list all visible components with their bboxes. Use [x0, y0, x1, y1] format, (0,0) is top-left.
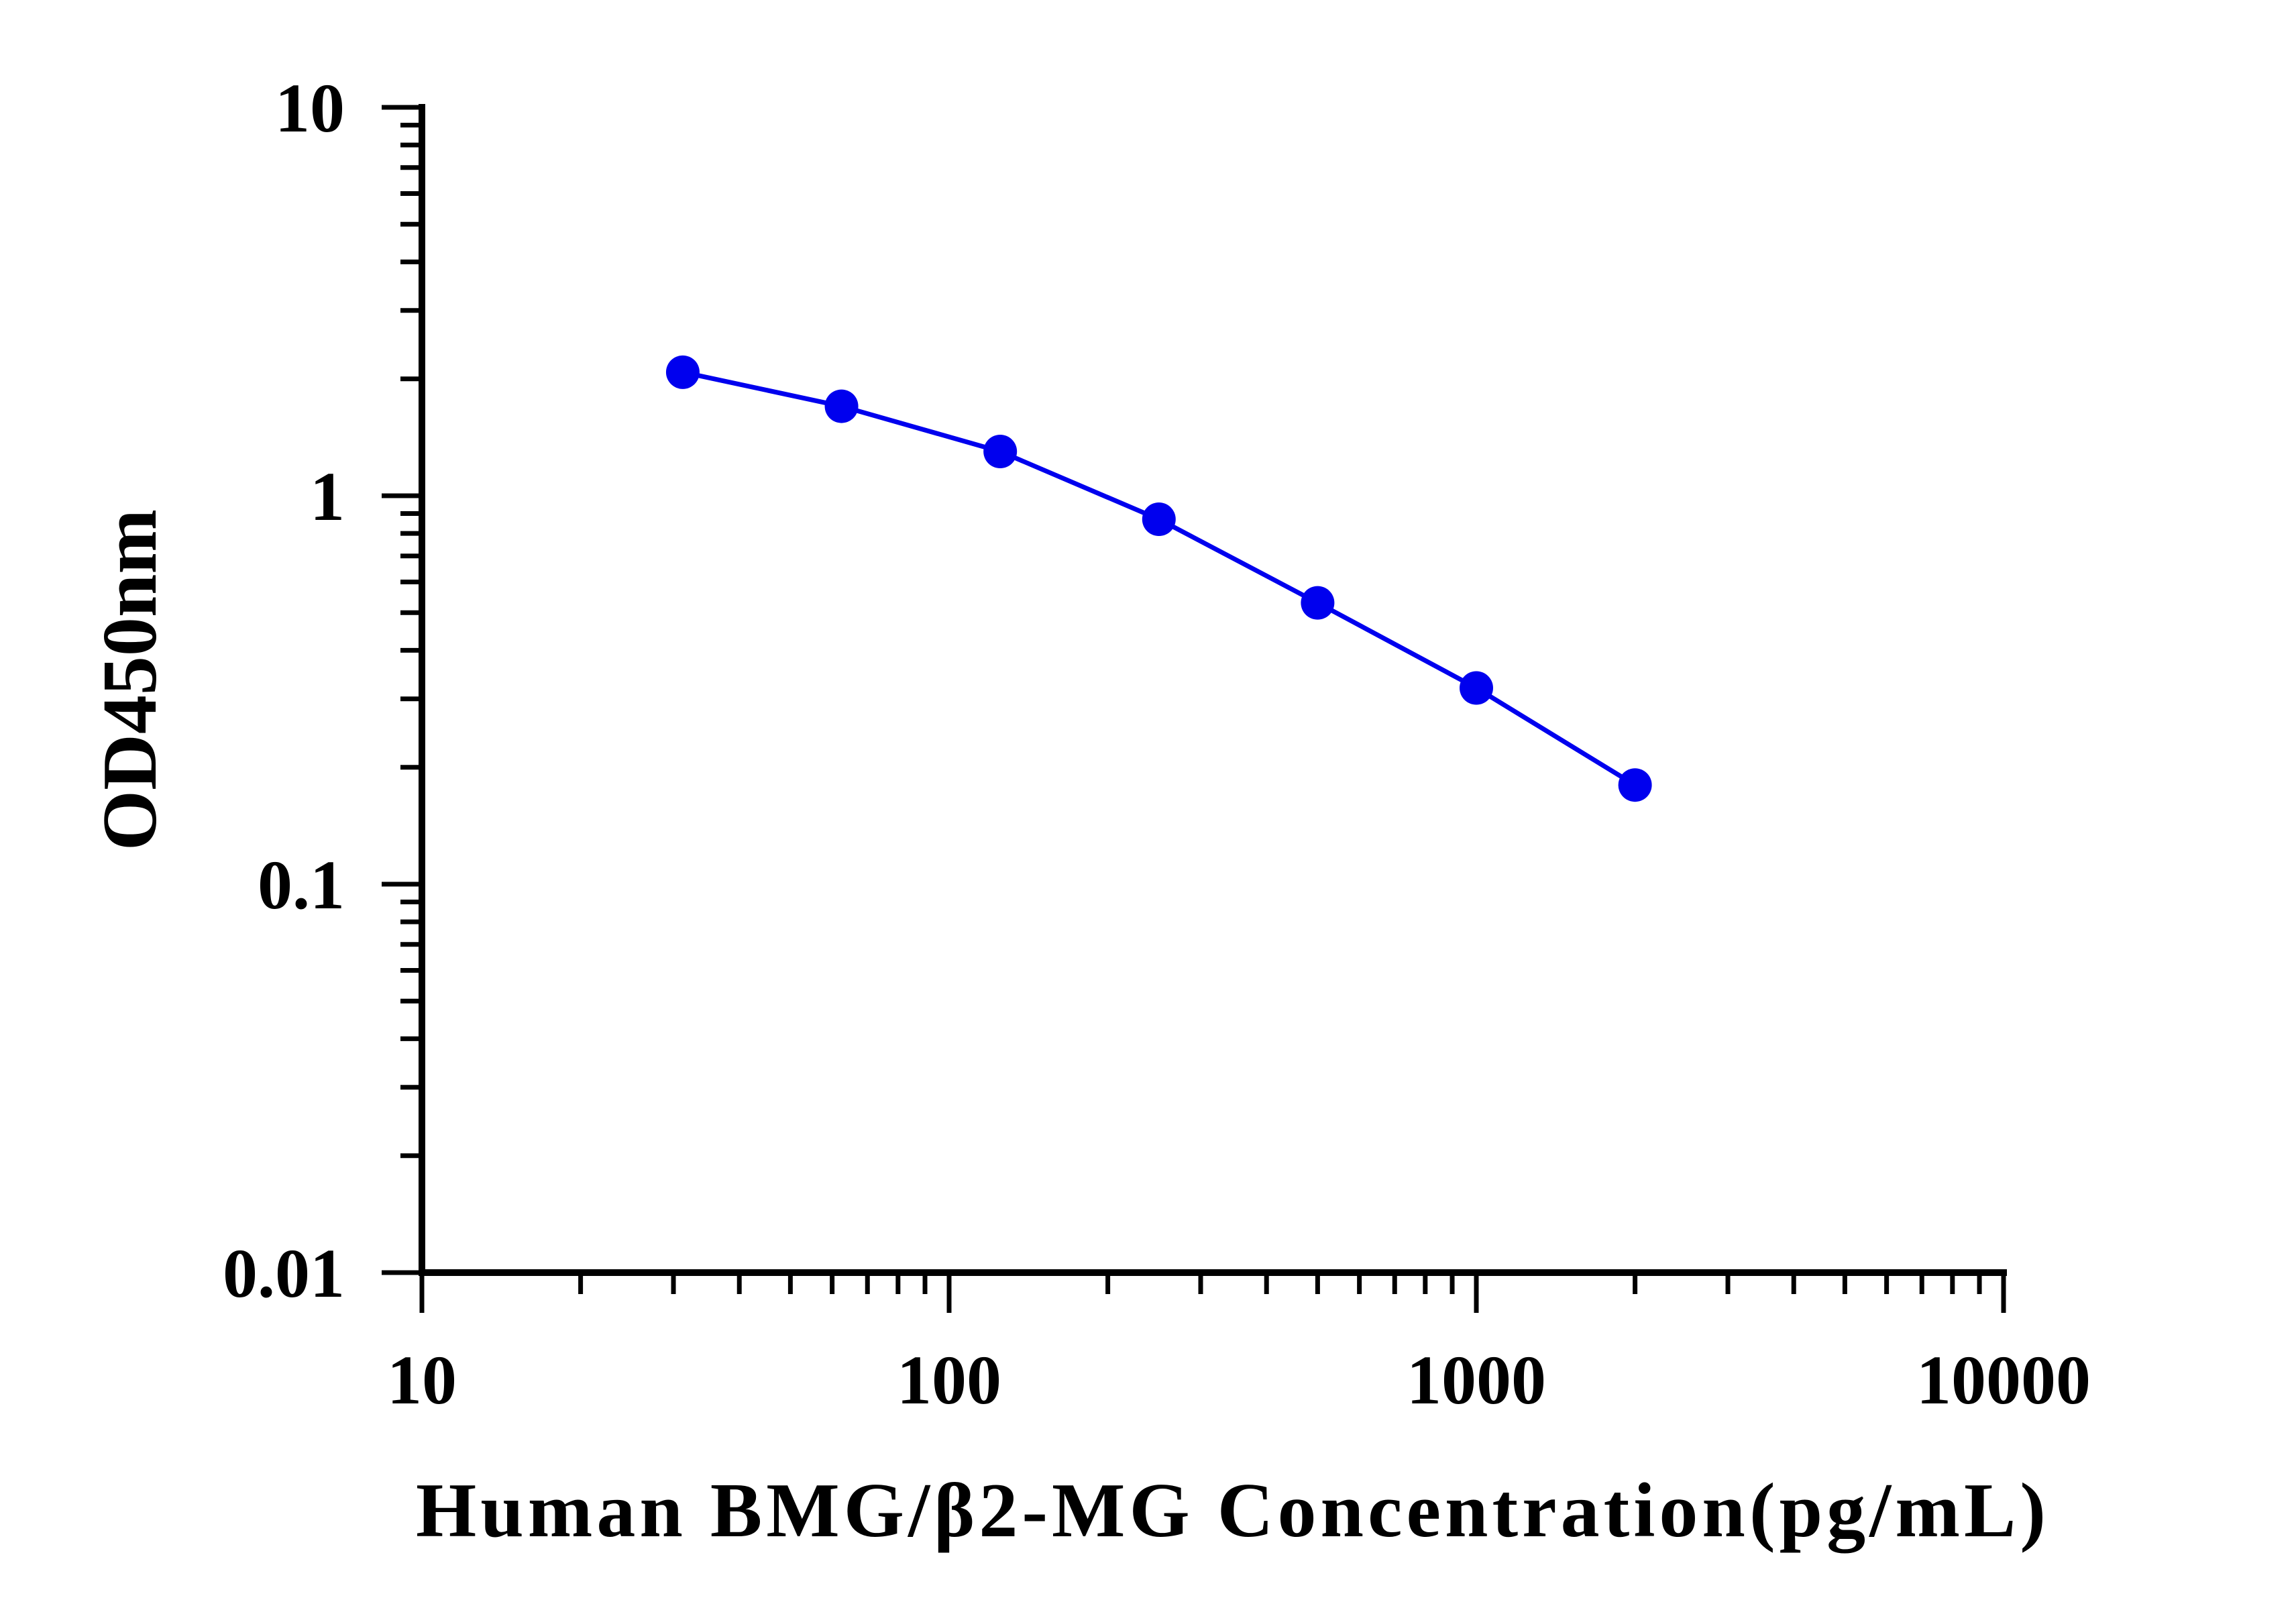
data-point [1301, 586, 1335, 620]
minor-ticks [400, 122, 1982, 1294]
data-point [1618, 768, 1652, 802]
y-tick-label: 1 [310, 458, 345, 535]
data-point [983, 435, 1018, 469]
x-tick-label: 10 [387, 1342, 457, 1419]
data-point [824, 389, 859, 423]
x-tick-label: 100 [897, 1342, 1001, 1419]
y-axis-title: OD450nm [87, 509, 173, 851]
major-ticks [382, 105, 2006, 1313]
x-axis-title: Human BMG/β2-MG Concentration(pg/mL) [416, 1468, 2050, 1554]
data-point [665, 355, 700, 389]
data-points [665, 355, 1652, 802]
tick-labels: 0.01 0.1 1 10 10 100 1000 10000 [223, 70, 2091, 1419]
y-tick-label: 0.1 [258, 847, 345, 924]
data-point [1142, 502, 1176, 537]
x-tick-label: 1000 [1407, 1342, 1546, 1419]
data-point [1460, 671, 1493, 705]
series-line [682, 370, 1637, 788]
y-tick-label: 0.01 [223, 1235, 345, 1312]
y-tick-label: 10 [275, 70, 345, 147]
x-tick-label: 10000 [1916, 1342, 2091, 1419]
